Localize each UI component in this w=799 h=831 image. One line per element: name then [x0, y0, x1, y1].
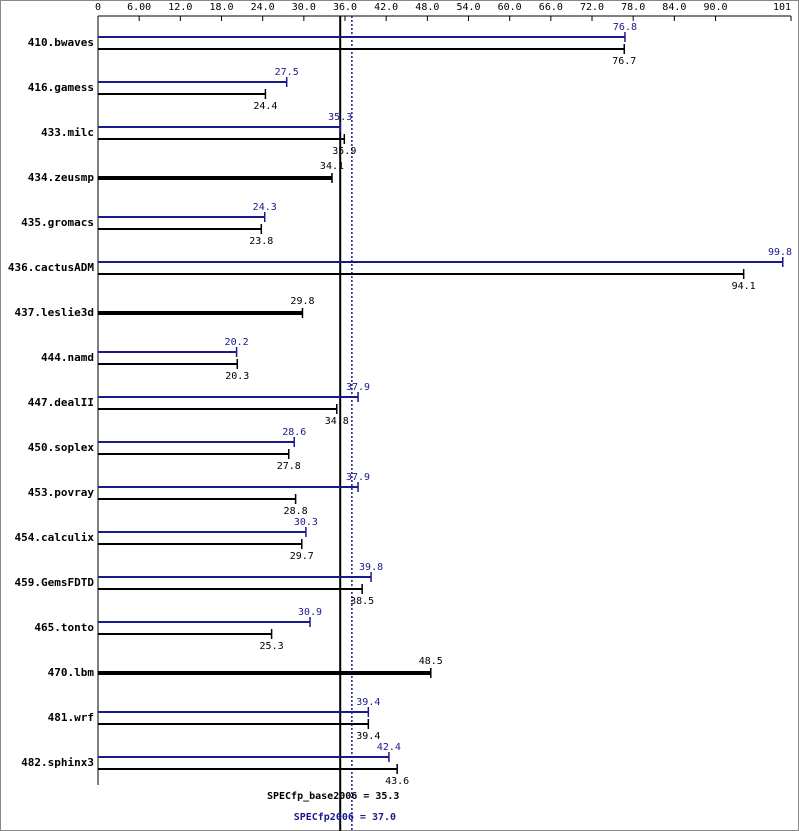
- category-label: 453.povray: [28, 486, 95, 499]
- value-label: 24.4: [253, 101, 277, 112]
- value-label: 99.8: [768, 247, 792, 258]
- value-label: 29.8: [290, 296, 314, 307]
- x-tick-label: 18.0: [209, 2, 233, 13]
- category-label: 450.soplex: [28, 441, 95, 454]
- category-label: 465.tonto: [34, 621, 94, 634]
- value-label: 29.7: [290, 551, 314, 562]
- value-label: 27.5: [275, 67, 299, 78]
- value-label: 28.6: [282, 427, 306, 438]
- category-label: 410.bwaves: [28, 36, 94, 49]
- value-label: 76.8: [613, 22, 637, 33]
- value-label: 35.3: [328, 112, 352, 123]
- category-label: 444.namd: [41, 351, 94, 364]
- x-tick-label: 12.0: [168, 2, 192, 13]
- value-label: 23.8: [249, 236, 273, 247]
- value-label: 20.2: [225, 337, 249, 348]
- value-label: 30.9: [298, 607, 322, 618]
- value-label: 20.3: [225, 371, 249, 382]
- value-label: 48.5: [419, 656, 443, 667]
- category-label: 434.zeusmp: [28, 171, 95, 184]
- value-label: 39.4: [356, 697, 380, 708]
- value-label: 76.7: [612, 56, 636, 67]
- value-label: 28.8: [284, 506, 308, 517]
- value-label: 27.8: [277, 461, 301, 472]
- x-tick-label: 101: [773, 2, 791, 13]
- x-tick-label: 24.0: [251, 2, 275, 13]
- category-label: 481.wrf: [48, 711, 94, 724]
- category-label: 416.gamess: [28, 81, 94, 94]
- x-tick-label: 60.0: [498, 2, 522, 13]
- category-label: 436.cactusADM: [8, 261, 94, 274]
- value-label: 42.4: [377, 742, 401, 753]
- x-tick-label: 42.0: [374, 2, 398, 13]
- category-label: 447.dealII: [28, 396, 94, 409]
- value-label: 38.5: [350, 596, 374, 607]
- value-label: 30.3: [294, 517, 318, 528]
- value-label: 34.1: [320, 161, 344, 172]
- category-label: 437.leslie3d: [15, 306, 94, 319]
- category-label: 459.GemsFDTD: [15, 576, 95, 589]
- category-label: 470.lbm: [48, 666, 95, 679]
- x-tick-label: 48.0: [415, 2, 439, 13]
- x-tick-label: 0: [95, 2, 101, 13]
- x-tick-label: 66.0: [539, 2, 563, 13]
- category-label: 482.sphinx3: [21, 756, 94, 769]
- value-label: 39.4: [356, 731, 380, 742]
- category-label: 454.calculix: [15, 531, 95, 544]
- x-tick-label: 6.00: [127, 2, 151, 13]
- x-tick-label: 30.0: [292, 2, 316, 13]
- value-label: 39.8: [359, 562, 383, 573]
- value-label: 24.3: [253, 202, 277, 213]
- x-tick-label: 72.0: [580, 2, 604, 13]
- value-label: 37.9: [346, 472, 370, 483]
- reference-label: SPECfp_base2006 = 35.3: [267, 791, 399, 802]
- value-label: 43.6: [385, 776, 409, 787]
- value-label: 34.8: [325, 416, 349, 427]
- x-tick-label: 84.0: [662, 2, 686, 13]
- x-tick-label: 54.0: [456, 2, 480, 13]
- x-tick-label: 78.0: [621, 2, 645, 13]
- value-label: 25.3: [260, 641, 284, 652]
- category-label: 433.milc: [41, 126, 94, 139]
- value-label: 94.1: [732, 281, 756, 292]
- x-tick-label: 36.0: [333, 2, 357, 13]
- value-label: 37.9: [346, 382, 370, 393]
- value-label: 35.9: [332, 146, 356, 157]
- x-tick-label: 90.0: [703, 2, 727, 13]
- category-label: 435.gromacs: [21, 216, 94, 229]
- reference-label: SPECfp2006 = 37.0: [294, 812, 396, 823]
